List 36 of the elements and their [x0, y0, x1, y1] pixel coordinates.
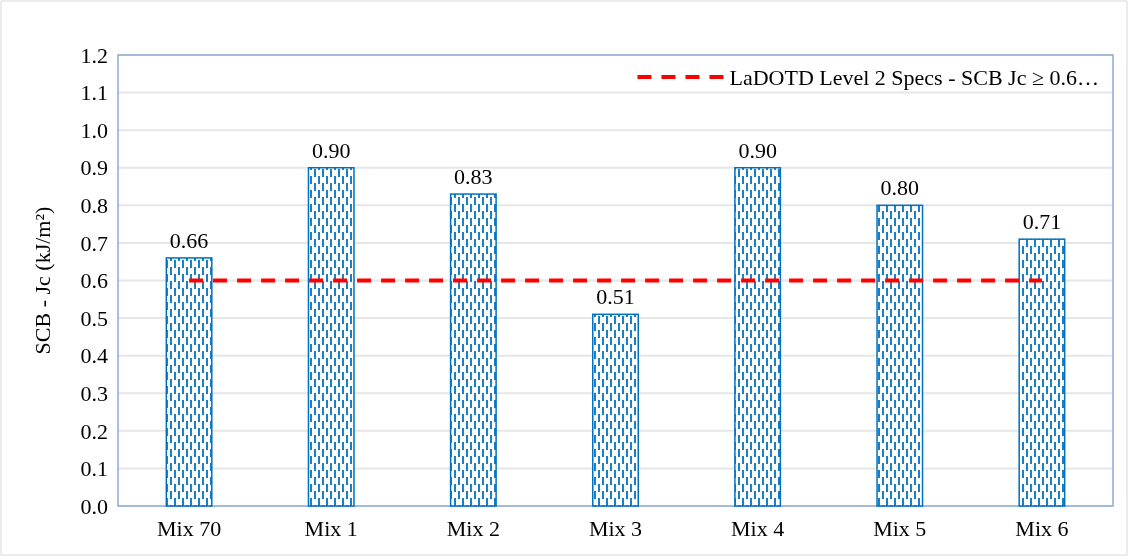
data-label: 0.66 — [169, 227, 209, 253]
x-tick-label: Mix 3 — [588, 516, 643, 541]
x-tick-label: Mix 1 — [304, 516, 358, 541]
x-tick-label: Mix 2 — [446, 516, 500, 541]
data-label: 0.71 — [1022, 209, 1062, 235]
bar — [1018, 238, 1066, 507]
y-tick-label: 1.0 — [80, 117, 108, 143]
y-tick-label: 0.5 — [80, 305, 108, 331]
y-tick-label: 0.0 — [80, 493, 108, 519]
y-tick-label: 0.4 — [80, 343, 108, 369]
x-tick-label: Mix 6 — [1015, 516, 1069, 541]
y-tick-label: 0.7 — [80, 230, 108, 256]
x-tick-label: Mix 5 — [873, 516, 927, 541]
data-label: 0.51 — [596, 284, 635, 310]
data-label: 0.83 — [454, 164, 493, 190]
y-tick-label: 0.6 — [80, 268, 108, 294]
y-axis-title: SCB - Jc (kJ/m²) — [30, 206, 55, 355]
y-tick-label: 1.2 — [80, 42, 108, 68]
y-tick-label: 0.1 — [80, 456, 108, 482]
y-tick-label: 0.2 — [80, 418, 108, 444]
x-tick-label: Mix 70 — [156, 516, 222, 541]
bar — [876, 204, 924, 507]
legend-label: LaDOTD Level 2 Specs - SCB Jc ≥ 0.6… — [729, 64, 1099, 90]
data-label: 0.90 — [311, 137, 351, 163]
bar — [734, 167, 782, 507]
bar — [165, 257, 213, 507]
x-tick-label: Mix 4 — [731, 516, 785, 541]
bar — [592, 313, 639, 507]
bar — [449, 193, 497, 507]
data-label: 0.90 — [738, 137, 777, 163]
bar — [307, 167, 355, 507]
y-tick-label: 0.3 — [80, 380, 108, 406]
y-tick-label: 0.9 — [80, 155, 108, 181]
data-label: 0.80 — [880, 175, 920, 201]
y-tick-label: 1.1 — [80, 80, 108, 106]
y-tick-label: 0.8 — [80, 193, 108, 219]
